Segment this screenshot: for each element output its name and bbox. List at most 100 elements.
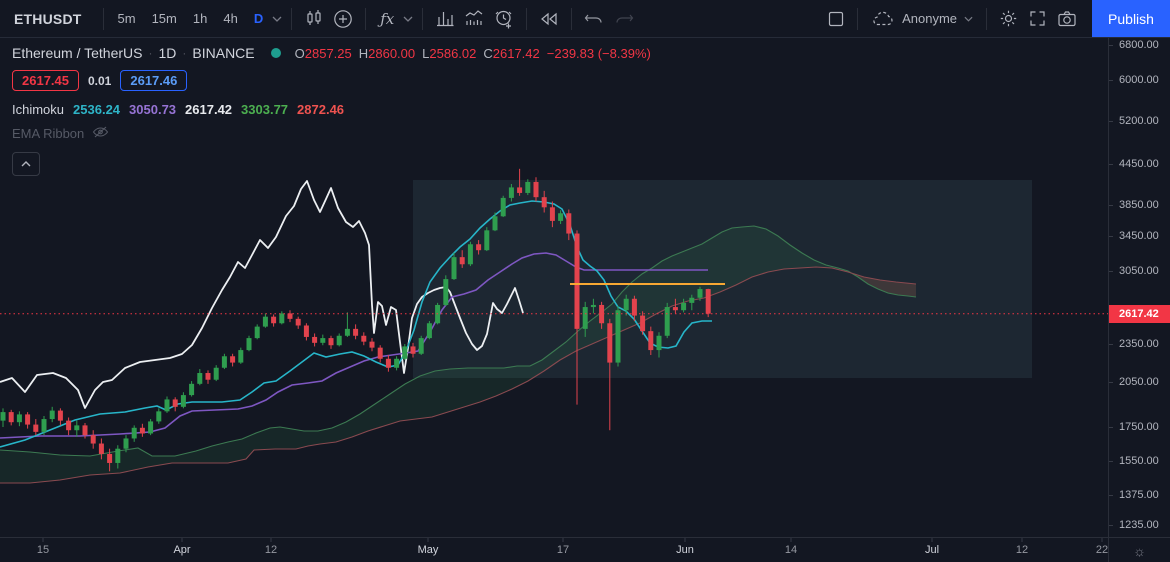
- candle-body: [303, 325, 309, 337]
- screenshot-camera-icon[interactable]: [1052, 5, 1082, 33]
- candle-body: [213, 367, 219, 380]
- candle-body: [410, 346, 416, 354]
- candle-body: [574, 233, 580, 329]
- fullscreen-icon[interactable]: [1023, 5, 1052, 33]
- undo-icon[interactable]: [579, 5, 609, 33]
- candle-body: [443, 279, 449, 305]
- toolbar-separator: [422, 7, 424, 30]
- candle-body: [16, 414, 22, 423]
- price-tick-mark: [1109, 461, 1113, 463]
- fx-icon: ƒx: [380, 9, 395, 28]
- compare-add-icon[interactable]: [328, 5, 358, 33]
- time-tick-mark: [1021, 538, 1023, 542]
- interval-switcher: 5m 15m 1h 4h D: [111, 7, 271, 30]
- interval-D[interactable]: D: [253, 11, 264, 26]
- candle-body: [8, 412, 14, 423]
- forecast-icon[interactable]: [459, 5, 489, 33]
- publish-button[interactable]: Publish: [1092, 0, 1170, 37]
- interval-4h[interactable]: 4h: [223, 11, 238, 26]
- add-alert-icon[interactable]: [489, 5, 519, 33]
- indicator-templates-icon[interactable]: [430, 5, 459, 33]
- highlight-box[interactable]: [413, 180, 1032, 378]
- buy-price-badge[interactable]: 2617.46: [120, 70, 188, 91]
- price-tick-label: 3050.00: [1119, 264, 1159, 277]
- candle-body: [74, 425, 80, 431]
- intervals-chevron-down-icon[interactable]: [270, 16, 284, 22]
- candle-body: [615, 310, 621, 363]
- indicators-chevron-down-icon[interactable]: [401, 16, 415, 22]
- candle-body: [558, 213, 564, 221]
- candle-body: [131, 427, 137, 439]
- price-tick-label: 2050.00: [1119, 376, 1159, 389]
- sell-price-badge[interactable]: 2617.45: [12, 70, 79, 91]
- candle-body: [681, 302, 687, 311]
- ohlc-item: L2586.02: [422, 45, 477, 61]
- time-tick-mark: [1101, 538, 1103, 542]
- top-toolbar: ETHUSDT 5m 15m 1h 4h D ƒx: [0, 0, 1170, 38]
- candle-body: [353, 328, 359, 336]
- candle-body: [271, 316, 277, 324]
- ohlc-values: O2857.25 H2860.00 L2586.02 C2617.42 −239.83 …: [295, 46, 651, 61]
- price-tick-mark: [1109, 426, 1113, 428]
- toolbar-separator: [291, 7, 293, 30]
- timezone-sun-icon[interactable]: ☼: [1133, 542, 1146, 559]
- symbol-legend-row: Ethereum / TetherUS · 1D · BINANCE O2857…: [12, 45, 651, 61]
- candlestick-chart[interactable]: [0, 38, 1108, 537]
- ichimoku-value: 2536.24: [73, 102, 121, 117]
- change-value: −239.83 (−8.39%): [546, 45, 651, 61]
- candle-body: [189, 383, 195, 396]
- eye-slash-icon[interactable]: [92, 125, 109, 142]
- candle-body: [287, 313, 293, 319]
- candle-body: [0, 412, 6, 421]
- toolbar-separator: [857, 7, 859, 30]
- interval-1h[interactable]: 1h: [192, 11, 208, 26]
- price-axis[interactable]: 6800.00 6000.00 5200.00 4450.00 3850.00 3450.…: [1108, 38, 1170, 537]
- candle-body: [631, 298, 637, 316]
- time-tick-mark: [42, 538, 44, 542]
- candle-body: [172, 399, 178, 407]
- candle-body: [402, 346, 408, 359]
- time-tick-mark: [790, 538, 792, 542]
- candle-body: [484, 230, 490, 251]
- time-tick-mark: [427, 538, 429, 542]
- save-cloud-user-menu[interactable]: Anonyme: [865, 11, 979, 27]
- interval-15m[interactable]: 15m: [151, 11, 177, 26]
- time-tick-label: 12: [1015, 544, 1029, 556]
- candle-body: [295, 318, 301, 326]
- legend-collapse-button[interactable]: [12, 152, 40, 176]
- candle-body: [336, 335, 342, 346]
- bar-replay-icon[interactable]: [534, 5, 564, 33]
- candle-body: [320, 338, 326, 343]
- ichimoku-legend-row[interactable]: Ichimoku 2536.24 3050.73 2617.42 3303.77 287…: [12, 102, 651, 117]
- candle-body: [607, 323, 613, 363]
- ohlc-item: O2857.25: [294, 45, 352, 61]
- cloud-icon: [873, 11, 893, 25]
- candle-body: [123, 438, 129, 449]
- price-tick-mark: [1109, 494, 1113, 496]
- candle-body: [508, 187, 514, 198]
- redo-icon[interactable]: [609, 5, 639, 33]
- market-status-dot[interactable]: [270, 48, 281, 58]
- ichimoku-value: 3050.73: [129, 102, 177, 117]
- time-tick-label: 17: [556, 544, 570, 556]
- layout-select-icon[interactable]: [822, 5, 850, 33]
- candle-body: [148, 421, 154, 434]
- settings-gear-icon[interactable]: [994, 5, 1023, 33]
- legend-interval[interactable]: 1D: [158, 45, 177, 61]
- legend-exchange[interactable]: BINANCE: [192, 45, 255, 61]
- interval-5m[interactable]: 5m: [117, 11, 136, 26]
- toolbar-separator: [571, 7, 573, 30]
- legend-symbol-title[interactable]: Ethereum / TetherUS: [12, 45, 143, 61]
- time-axis[interactable]: 15 Apr 12 May 17 Jun 14 Jul 12 22: [0, 537, 1108, 562]
- indicators-fx-button[interactable]: ƒx: [373, 5, 401, 33]
- candle-body: [246, 338, 252, 351]
- toolbar-separator: [365, 7, 367, 30]
- symbol-button[interactable]: ETHUSDT: [14, 10, 82, 27]
- candle-body: [599, 304, 605, 324]
- axis-corner[interactable]: ☼: [1108, 537, 1170, 562]
- ema-ribbon-legend-row[interactable]: EMA Ribbon: [12, 125, 651, 142]
- chart-pane[interactable]: Ethereum / TetherUS · 1D · BINANCE O2857…: [0, 38, 1108, 537]
- kumo-cloud-fill: [0, 226, 916, 483]
- candle-body: [164, 399, 170, 412]
- candlestick-style-button[interactable]: [299, 5, 328, 33]
